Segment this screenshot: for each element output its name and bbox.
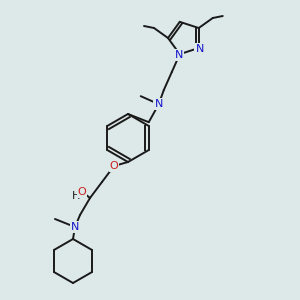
Text: N: N <box>196 44 204 54</box>
Text: N: N <box>175 50 183 60</box>
Text: O: O <box>110 161 118 171</box>
Text: N: N <box>154 99 163 109</box>
Text: O: O <box>78 187 86 197</box>
Text: N: N <box>71 222 79 232</box>
Text: H: H <box>72 191 80 201</box>
